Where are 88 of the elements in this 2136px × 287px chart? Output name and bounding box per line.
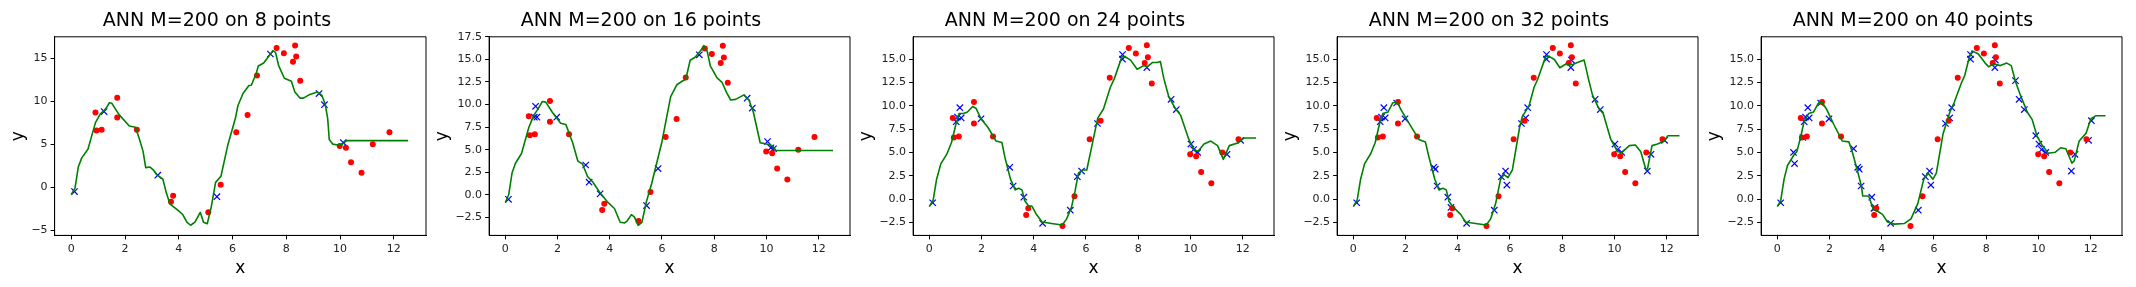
x-tick-label: 10 <box>759 241 774 255</box>
chart-title: ANN M=200 on 8 points <box>102 8 332 31</box>
x-tick-label: 4 <box>1454 241 1462 255</box>
y-axis-title: y <box>1702 131 1723 142</box>
x-tick-label: 2 <box>978 241 986 255</box>
x-tick-label: 4 <box>1030 241 1038 255</box>
x-tick-label: 8 <box>1558 241 1566 255</box>
y-tick-label: −2.5 <box>455 210 483 224</box>
y-axis-title: y <box>1278 131 1299 142</box>
x-tick-label: 6 <box>658 241 666 255</box>
x-tick-label: 0 <box>67 241 75 255</box>
x-tick-label: 4 <box>606 241 614 255</box>
y-tick-label: 10.0 <box>881 98 907 112</box>
x-tick-label: 8 <box>1134 241 1142 255</box>
x-tick-label: 10 <box>333 241 348 255</box>
chart-title: ANN M=200 on 16 points <box>520 8 762 31</box>
y-tick-label: 5.0 <box>888 145 907 159</box>
x-tick-label: 8 <box>710 241 718 255</box>
x-tick-label: 4 <box>175 241 183 255</box>
y-tick-label: 2.5 <box>1736 168 1755 182</box>
x-tick-label: 0 <box>1773 241 1781 255</box>
x-tick-label: 2 <box>1826 241 1834 255</box>
y-tick-label: 7.5 <box>1736 121 1755 135</box>
y-tick-label: 5 <box>40 137 48 151</box>
y-tick-label: 15.0 <box>881 52 907 66</box>
y-tick-label: 0.0 <box>1736 191 1755 205</box>
y-tick-label: 0 <box>40 180 48 194</box>
x-tick-label: 6 <box>229 241 237 255</box>
x-tick-label: 8 <box>1982 241 1990 255</box>
x-tick-label: 10 <box>1607 241 1622 255</box>
chart-title: ANN M=200 on 32 points <box>1368 8 1610 31</box>
y-tick-label: 15.0 <box>1729 52 1755 66</box>
x-tick-label: 6 <box>1506 241 1514 255</box>
y-tick-label: 15.0 <box>457 52 483 66</box>
y-axis-title: y <box>854 131 875 142</box>
x-axis-title: x <box>235 257 246 278</box>
y-tick-label: 10.0 <box>1305 98 1331 112</box>
x-tick-label: 2 <box>1402 241 1410 255</box>
x-tick-label: 2 <box>121 241 129 255</box>
x-tick-label: 8 <box>282 241 290 255</box>
x-tick-label: 4 <box>1878 241 1886 255</box>
y-tick-label: 2.5 <box>888 168 907 182</box>
y-tick-label: 10.0 <box>457 97 483 111</box>
x-axis-title: x <box>664 257 675 278</box>
y-tick-label: 17.5 <box>457 29 483 43</box>
y-tick-label: 7.5 <box>1312 121 1331 135</box>
y-tick-label: 15.0 <box>1305 52 1331 66</box>
x-tick-label: 12 <box>386 241 401 255</box>
y-tick-label: 12.5 <box>1729 75 1755 89</box>
y-tick-label: 15 <box>33 51 48 65</box>
x-tick-label: 10 <box>2031 241 2046 255</box>
x-tick-label: 12 <box>1659 241 1674 255</box>
x-tick-label: 2 <box>554 241 562 255</box>
y-tick-label: 5.0 <box>1312 145 1331 159</box>
y-tick-label: −2.5 <box>1727 215 1755 229</box>
y-tick-label: 0.0 <box>888 191 907 205</box>
y-tick-label: −5 <box>31 223 48 237</box>
y-tick-label: 10.0 <box>1729 98 1755 112</box>
y-tick-label: 2.5 <box>1312 168 1331 182</box>
y-tick-label: 7.5 <box>888 121 907 135</box>
y-tick-label: 2.5 <box>464 165 483 179</box>
y-tick-label: 0.0 <box>1312 191 1331 205</box>
y-axis-title: y <box>430 131 451 142</box>
y-tick-label: 0.0 <box>464 187 483 201</box>
y-tick-label: 12.5 <box>881 75 907 89</box>
x-tick-label: 12 <box>811 241 826 255</box>
y-tick-label: 5.0 <box>1736 145 1755 159</box>
x-tick-label: 0 <box>925 241 933 255</box>
x-tick-label: 12 <box>2083 241 2098 255</box>
y-tick-label: 12.5 <box>1305 75 1331 89</box>
x-axis-title: x <box>1512 257 1523 278</box>
y-tick-label: 12.5 <box>457 74 483 88</box>
x-tick-label: 6 <box>1930 241 1938 255</box>
y-tick-label: −2.5 <box>879 215 907 229</box>
x-tick-label: 0 <box>1349 241 1357 255</box>
y-tick-label: 7.5 <box>464 119 483 133</box>
x-tick-label: 12 <box>1235 241 1250 255</box>
y-axis-title: y <box>6 131 27 142</box>
x-tick-label: 10 <box>1183 241 1198 255</box>
y-tick-label: −2.5 <box>1303 215 1331 229</box>
chart-title: ANN M=200 on 24 points <box>944 8 1186 31</box>
chart-title: ANN M=200 on 40 points <box>1792 8 2034 31</box>
x-tick-label: 0 <box>501 241 509 255</box>
x-axis-title: x <box>1936 257 1947 278</box>
x-tick-label: 6 <box>1082 241 1090 255</box>
x-axis-title: x <box>1088 257 1099 278</box>
y-tick-label: 5.0 <box>464 142 483 156</box>
y-tick-label: 10 <box>33 94 48 108</box>
